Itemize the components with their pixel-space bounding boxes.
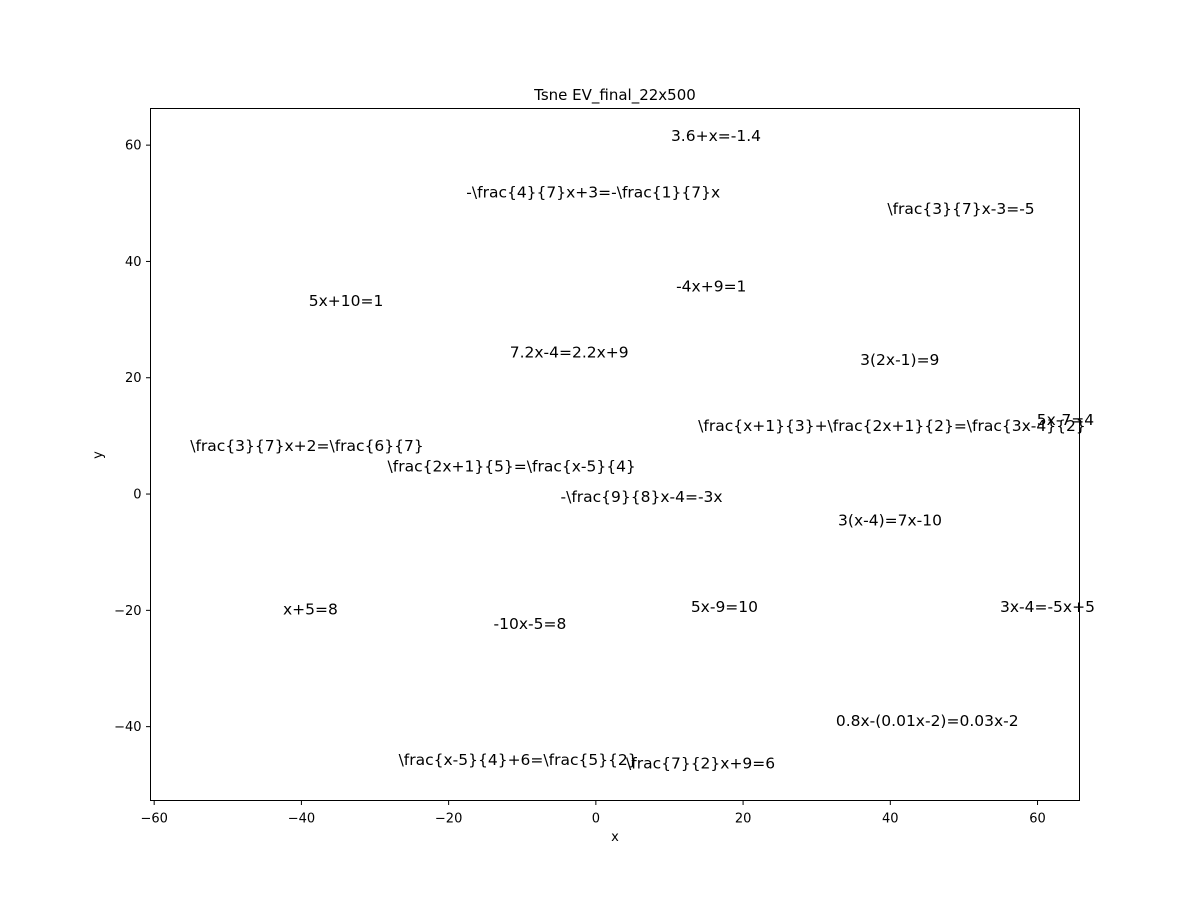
point-label: 5x-9=10 bbox=[691, 598, 758, 616]
x-tick-label: 0 bbox=[592, 812, 600, 827]
point-label: 3(2x-1)=9 bbox=[860, 351, 939, 369]
point-label: \frac{x-5}{4}+6=\frac{5}{2} bbox=[399, 751, 638, 769]
x-tick-label: −20 bbox=[435, 812, 462, 827]
point-label: 3(x-4)=7x-10 bbox=[838, 511, 942, 529]
x-tick-label: 60 bbox=[1029, 812, 1046, 827]
x-axis-label: x bbox=[611, 830, 619, 845]
x-tick-label: 40 bbox=[882, 812, 899, 827]
point-label: \frac{2x+1}{5}=\frac{x-5}{4} bbox=[388, 457, 636, 475]
y-tick-label: −20 bbox=[114, 604, 141, 619]
y-tick-label: 0 bbox=[133, 488, 141, 503]
point-labels: 3.6+x=-1.4 -\frac{4}{7}x+3=-\frac{1}{7}x \… bbox=[190, 127, 1095, 772]
point-label: -\frac{9}{8}x-4=-3x bbox=[561, 488, 723, 506]
point-label: x+5=8 bbox=[283, 600, 338, 618]
x-tick-label: −40 bbox=[288, 812, 315, 827]
x-tick-label: −60 bbox=[140, 812, 167, 827]
point-label: 3.6+x=-1.4 bbox=[671, 127, 761, 145]
y-tick-label: −40 bbox=[114, 720, 141, 735]
point-label: 5x+10=1 bbox=[309, 292, 384, 310]
point-label: \frac{3}{7}x-3=-5 bbox=[887, 200, 1034, 218]
point-label: -4x+9=1 bbox=[676, 278, 746, 296]
axis-ticks: −60 −40 −20 0 20 40 60 −40 −20 0 20 40 60 bbox=[114, 139, 1046, 827]
point-label: 3x-4=-5x+5 bbox=[1000, 598, 1095, 616]
y-tick-label: 60 bbox=[125, 139, 142, 154]
chart-title: Tsne EV_final_22x500 bbox=[533, 86, 696, 105]
point-label: \frac{x+1}{3}+\frac{2x+1}{2}=\frac{3x-4}… bbox=[698, 417, 1086, 435]
point-label: -10x-5=8 bbox=[494, 615, 567, 633]
y-tick-label: 40 bbox=[125, 255, 142, 270]
y-tick-label: 20 bbox=[125, 371, 142, 386]
point-label: 0.8x-(0.01x-2)=0.03x-2 bbox=[836, 712, 1019, 730]
point-label: 7.2x-4=2.2x+9 bbox=[510, 343, 629, 361]
point-label: \frac{7}{2}x+9=6 bbox=[626, 755, 775, 773]
point-label: \frac{3}{7}x+2=\frac{6}{7} bbox=[190, 437, 424, 455]
x-tick-label: 20 bbox=[735, 812, 752, 827]
point-label: -\frac{4}{7}x+3=-\frac{1}{7}x bbox=[466, 183, 720, 201]
y-axis-label: y bbox=[91, 451, 106, 459]
axes-frame bbox=[150, 108, 1080, 801]
